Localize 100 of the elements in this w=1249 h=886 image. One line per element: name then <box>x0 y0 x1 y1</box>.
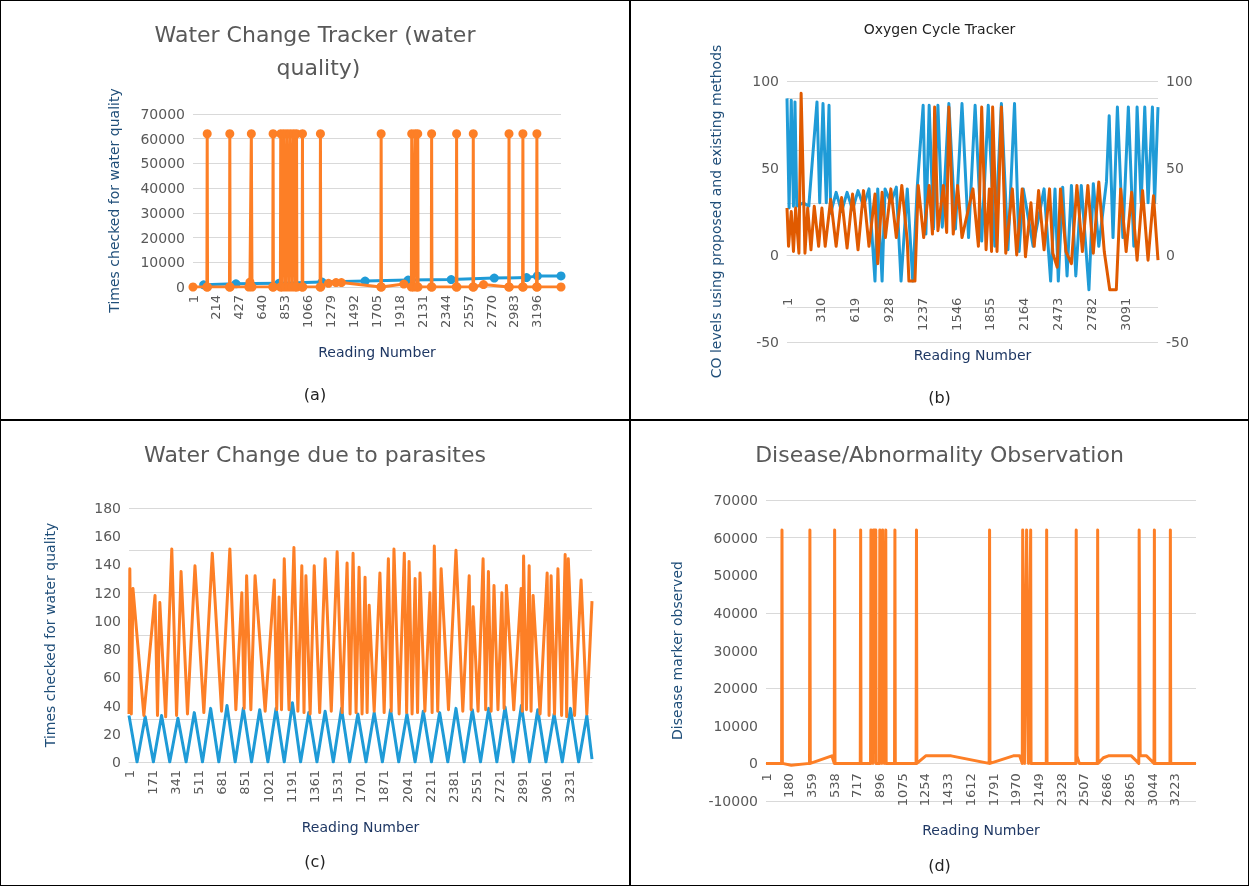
x-tick-label: 2473 <box>1050 297 1066 331</box>
x-tick-label: 1191 <box>283 770 299 804</box>
x-tick-label: 2983 <box>506 295 522 329</box>
x-tick-label: 1 <box>121 770 137 779</box>
x-tick-label: 681 <box>214 770 230 795</box>
text: (b) <box>928 387 951 407</box>
x-tick-label: 214 <box>208 295 224 320</box>
y-tick-label: 70000 <box>140 106 185 122</box>
x-tick-label: 359 <box>803 773 819 799</box>
y2-tick-label: -50 <box>1166 334 1189 350</box>
x-tick-label: 1 <box>758 773 774 782</box>
y-tick-label: 50 <box>761 160 779 176</box>
x-tick-label: 341 <box>167 770 183 795</box>
x-tick-label: 1 <box>185 295 201 304</box>
line-series <box>764 528 1198 767</box>
x-tick-label: 1254 <box>917 773 933 807</box>
x-tick-label: 538 <box>826 773 842 799</box>
x-tick-label: 180 <box>781 773 797 799</box>
line-series <box>127 544 594 719</box>
y-axis-title: Times checked for water quality <box>106 88 122 314</box>
y-tick-label: 0 <box>176 279 185 295</box>
point <box>446 275 456 285</box>
x-tick-label: 2782 <box>1083 297 1099 331</box>
x-tick-label: 171 <box>144 770 160 795</box>
x-tick-label: 896 <box>872 773 888 799</box>
y-tick-label: 50000 <box>140 155 185 172</box>
y-axis-title: CO levels using proposed and existing methods <box>708 44 724 379</box>
y-tick-label: 100 <box>752 73 779 89</box>
chart-title: Water Change Tracker (water quality) <box>154 22 477 80</box>
point <box>489 273 499 283</box>
x-tick-label: 1075 <box>894 773 910 807</box>
x-tick-label: 1970 <box>1008 773 1024 807</box>
x-tick-label: 3061 <box>538 770 554 804</box>
x-tick-label: 853 <box>277 295 293 320</box>
x-tick-label: 851 <box>237 770 253 795</box>
x-axis-title: Reading Number <box>301 819 420 835</box>
x-tick-label: 1918 <box>391 295 407 329</box>
x-tick-label: 1279 <box>323 295 339 329</box>
x-tick-label: 2328 <box>1053 773 1069 807</box>
x-tick-label: 1 <box>779 297 795 307</box>
y-tick-label: 140 <box>94 556 121 573</box>
x-axis-title: Reading Number <box>318 344 436 360</box>
y-tick-label: 0 <box>770 247 779 263</box>
y-tick-label: 10000 <box>140 254 185 271</box>
y2-tick-label: 0 <box>1166 247 1175 263</box>
x-tick-label: 2131 <box>414 295 430 329</box>
x-tick-label: 2507 <box>1076 773 1092 807</box>
y-tick-label: 80 <box>103 641 121 658</box>
x-tick-label: 717 <box>849 773 865 799</box>
y-tick-label: 40 <box>103 697 121 714</box>
x-tick-label: 1871 <box>376 770 392 804</box>
x-tick-label: 1791 <box>985 773 1001 807</box>
text: (d) <box>928 855 951 875</box>
x-tick-label: 2770 <box>483 295 499 329</box>
x-axis-title: Reading Number <box>922 822 1040 839</box>
x-tick-label: 1531 <box>330 770 346 804</box>
y-tick-label: 30000 <box>713 642 758 659</box>
x-tick-label: 640 <box>254 295 270 320</box>
x-tick-label: 2865 <box>1121 773 1137 807</box>
x-tick-label: 310 <box>813 297 829 323</box>
y-tick-label: 30000 <box>140 204 185 221</box>
x-tick-label: 3044 <box>1144 773 1160 807</box>
x-tick-label: 2211 <box>422 770 438 804</box>
y-tick-label: 100 <box>94 612 121 629</box>
x-tick-label: 1237 <box>914 297 930 331</box>
y-tick-label: 160 <box>94 528 121 545</box>
x-tick-label: 1705 <box>368 295 384 329</box>
point <box>556 271 566 281</box>
x-tick-label: 3223 <box>1167 773 1183 807</box>
x-tick-label: 3091 <box>1117 297 1133 331</box>
y-tick-label: 60000 <box>713 529 758 546</box>
y-tick-label: 60000 <box>140 130 185 147</box>
y-tick-label: 180 <box>94 500 121 516</box>
x-tick-label: 2891 <box>515 770 531 804</box>
y-tick-label: 70000 <box>713 492 758 508</box>
y-tick-label: -10000 <box>708 793 758 809</box>
x-tick-label: 1546 <box>948 297 964 331</box>
x-tick-label: 1066 <box>300 295 316 329</box>
y-tick-label: 40000 <box>140 180 185 197</box>
y2-tick-label: 100 <box>1166 73 1193 89</box>
chart-title: Disease/Abnormality Observation <box>755 442 1124 467</box>
y-tick-label: 120 <box>94 584 121 601</box>
x-tick-label: 1492 <box>345 295 361 329</box>
x-tick-label: 2344 <box>437 295 453 329</box>
y-tick-label: 20000 <box>140 229 185 246</box>
y-tick-label: 60 <box>103 669 121 686</box>
x-tick-label: 928 <box>880 297 896 323</box>
x-tick-label: 511 <box>191 770 207 795</box>
y-axis-title: Times checked for water quality <box>42 522 58 749</box>
x-tick-label: 2551 <box>469 770 485 804</box>
y-tick-label: 10000 <box>713 717 758 734</box>
x-tick-label: 427 <box>231 295 247 320</box>
x-tick-label: 2041 <box>399 770 415 804</box>
y-tick-label: 0 <box>749 755 758 772</box>
text: (a) <box>303 384 327 404</box>
y-tick-label: 40000 <box>713 604 758 621</box>
y-tick-label: 0 <box>112 754 121 770</box>
y2-tick-label: 50 <box>1166 160 1184 176</box>
y-axis-title: Disease marker observed <box>669 561 685 740</box>
x-axis-title: Reading Number <box>913 346 1032 363</box>
